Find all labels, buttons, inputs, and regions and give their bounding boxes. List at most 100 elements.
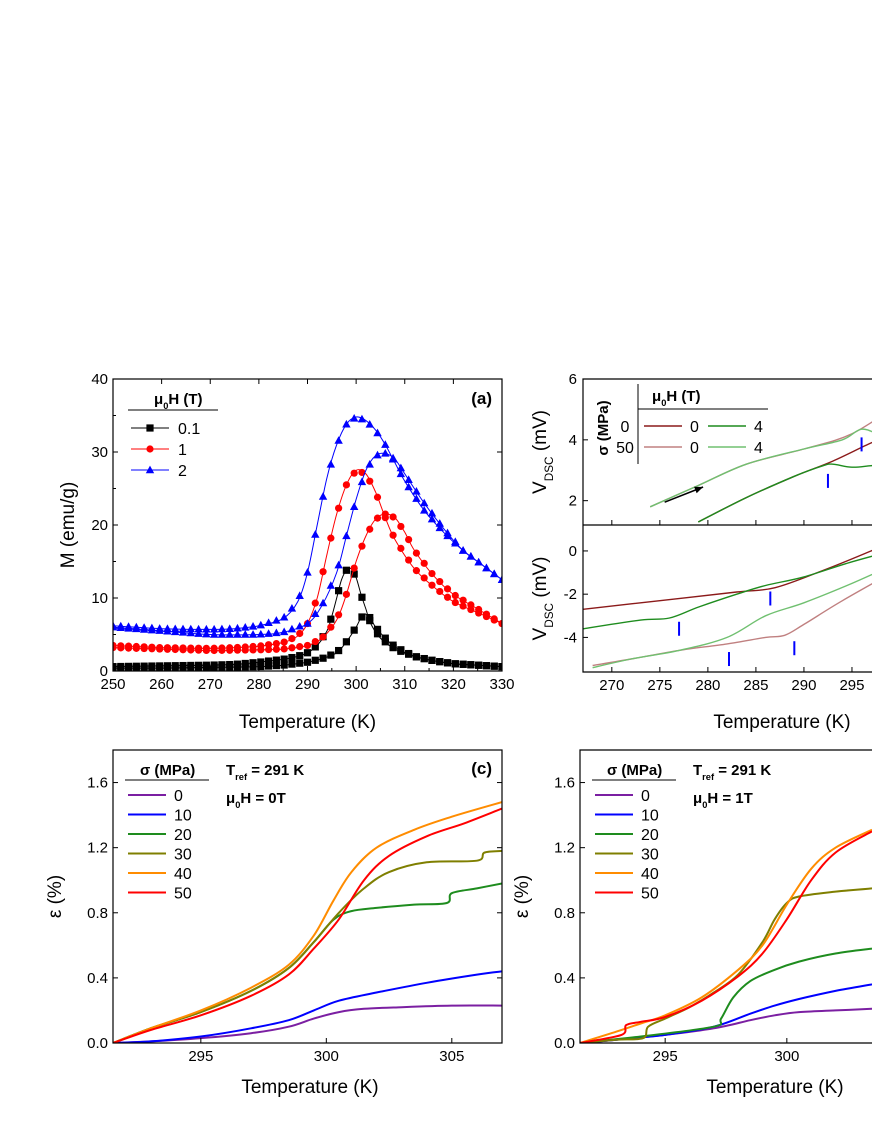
data-point-1 — [467, 601, 475, 609]
data-point-1 — [428, 581, 436, 589]
data-point-0.1 — [210, 663, 218, 671]
plot-area-d — [580, 828, 872, 1043]
data-point-1 — [272, 645, 280, 653]
data-point-1 — [350, 564, 358, 572]
data-point-1 — [459, 602, 467, 610]
data-point-2 — [233, 623, 242, 632]
data-point-2 — [381, 449, 390, 457]
data-point-2 — [427, 514, 437, 523]
data-point-2 — [404, 482, 413, 491]
legend-label-c-50: 50 — [174, 886, 192, 903]
strain-curve-40 — [113, 801, 502, 1043]
annotation-field-d: μ0H = 1T — [693, 790, 753, 810]
data-point-0.1 — [327, 615, 335, 623]
data-point-2 — [132, 624, 141, 633]
y-axis-label-d: ε (%) — [512, 875, 533, 918]
dsc-lower-curve-1 — [583, 555, 872, 630]
data-point-0.1 — [342, 638, 350, 646]
legend-label-d-20: 20 — [641, 827, 659, 844]
data-point-1 — [389, 531, 397, 539]
data-point-2 — [458, 546, 468, 554]
data-point-1 — [140, 644, 148, 653]
axes-b-lower-ytick-label: -2 — [564, 586, 577, 603]
legend-title-c: σ (MPa) — [140, 762, 195, 779]
data-point-1 — [327, 623, 335, 631]
data-point-0.1 — [475, 661, 483, 669]
legend-title-d: σ (MPa) — [607, 762, 662, 779]
data-point-2 — [427, 508, 437, 517]
axes-a-xtick-label: 310 — [392, 676, 417, 693]
legend-label-d-40: 40 — [641, 866, 659, 883]
panel-label-a: (a) — [471, 389, 492, 408]
data-point-0.1 — [280, 655, 288, 663]
data-point-1 — [202, 646, 210, 655]
data-point-2 — [396, 463, 406, 472]
dsc-lower-curve-2 — [592, 583, 872, 667]
data-point-2 — [342, 531, 351, 540]
data-point-1 — [381, 510, 389, 518]
data-point-2 — [209, 624, 219, 633]
data-point-0.1 — [443, 659, 452, 667]
annotation-field-d-part: μ — [693, 790, 702, 807]
axes-c-frame — [112, 749, 503, 1044]
dsc-lower-curve-0 — [583, 549, 872, 610]
axes-a-xtick-label: 330 — [489, 676, 514, 693]
data-point-0.1 — [319, 654, 327, 662]
annotation-field-d-part: H = 1T — [707, 790, 752, 807]
legend-field-b: 0 — [690, 419, 699, 436]
data-point-0.1 — [389, 641, 397, 649]
axes-b-upper-ytick-label: 4 — [569, 432, 577, 449]
data-point-1 — [226, 646, 234, 654]
axes-d-xtick-label: 300 — [774, 1048, 799, 1065]
data-point-0.1 — [117, 664, 125, 671]
axes-c-ytick-label: 0.4 — [87, 970, 108, 987]
annotation-field-c-part: μ — [226, 790, 235, 807]
legend-title-a-part: H (T) — [168, 391, 202, 408]
data-point-1 — [132, 644, 140, 652]
data-point-1 — [113, 644, 117, 652]
data-point-1 — [265, 645, 273, 654]
data-point-1 — [389, 513, 397, 521]
annotation-field-c: μ0H = 0T — [226, 790, 286, 810]
data-point-0.1 — [451, 660, 459, 668]
axes-a-xtick-label: 280 — [246, 676, 271, 693]
data-point-1 — [272, 639, 280, 648]
plot-area-b-upper — [649, 421, 872, 523]
data-point-0.1 — [148, 664, 156, 671]
data-point-2 — [497, 575, 502, 583]
data-point-0.1 — [288, 653, 296, 662]
data-point-1 — [443, 593, 452, 601]
legend-row-header-b: σ (MPa) — [595, 400, 612, 455]
legend-field-b: 4 — [754, 440, 763, 457]
data-point-0.1 — [163, 664, 172, 671]
data-point-0.1 — [482, 662, 491, 670]
data-point-2 — [357, 477, 367, 486]
data-point-2 — [412, 494, 421, 502]
data-point-1 — [249, 646, 257, 654]
series-line-1 — [113, 513, 502, 652]
annotation-tref-c-part: ref — [235, 772, 248, 782]
data-point-2 — [147, 625, 157, 634]
annotation-tref-d-part: ref — [702, 772, 715, 782]
annotation-field-d-part: 0 — [702, 800, 707, 810]
data-point-0.1 — [303, 649, 312, 657]
data-point-1 — [373, 493, 382, 501]
data-point-1 — [280, 638, 288, 646]
legend-marker-0.1 — [146, 424, 154, 432]
data-point-0.1 — [373, 625, 382, 633]
data-point-2 — [334, 560, 343, 569]
axes-b-xtick-label: 270 — [599, 677, 624, 694]
data-point-0.1 — [459, 660, 467, 668]
data-point-1 — [257, 646, 265, 654]
data-point-2 — [342, 419, 351, 428]
annotation-field-c-part: H = 0T — [240, 790, 285, 807]
strain-curve-40 — [580, 828, 872, 1043]
data-point-2 — [287, 624, 297, 633]
annotation-tref-c-part: T — [226, 762, 235, 779]
data-point-0.1 — [249, 659, 257, 667]
data-point-0.1 — [194, 663, 203, 671]
data-point-1 — [350, 469, 358, 477]
axes-c-ytick-label: 0.0 — [87, 1035, 108, 1052]
